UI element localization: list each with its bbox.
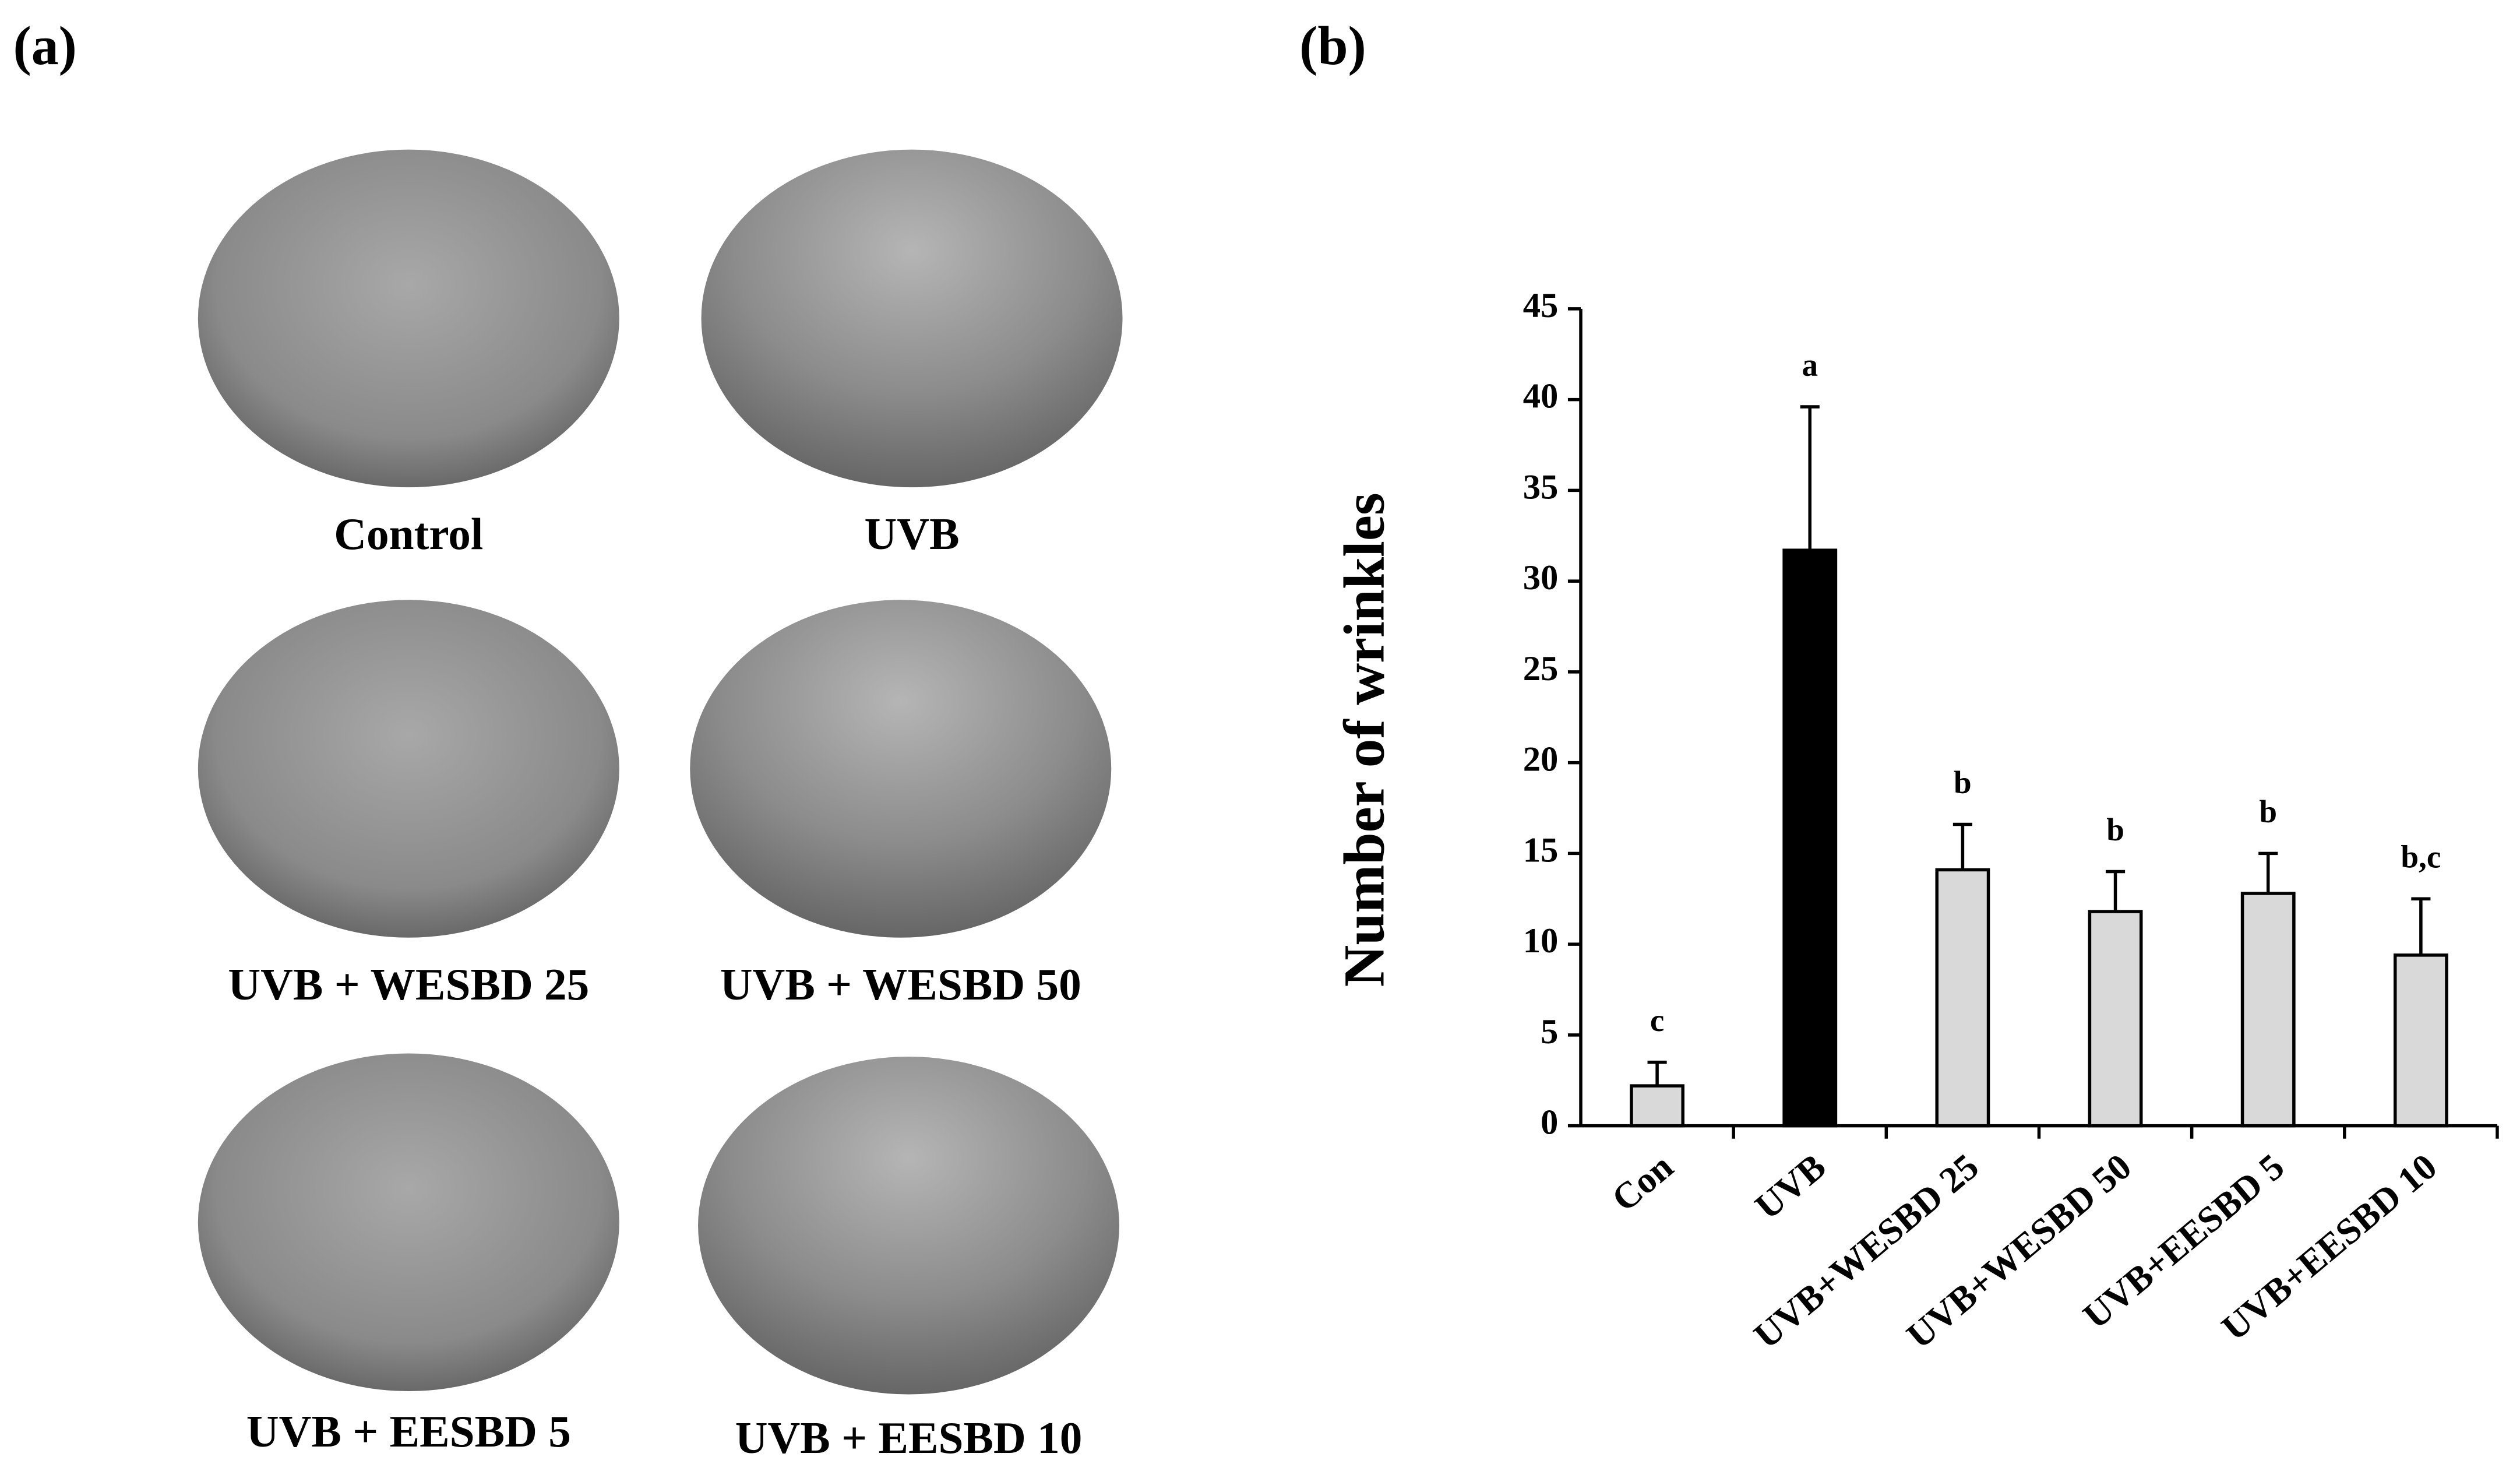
skin-image <box>690 600 1112 938</box>
bar <box>2240 892 2296 1128</box>
bar <box>1782 548 1838 1128</box>
y-tick-label: 40 <box>1523 377 1559 416</box>
bar <box>2088 910 2143 1128</box>
skin-image <box>198 149 619 488</box>
y-tick-label: 30 <box>1523 558 1559 597</box>
y-tick-label: 20 <box>1523 740 1559 779</box>
skin-image <box>698 1057 1120 1395</box>
y-tick-label: 10 <box>1523 921 1559 960</box>
image-caption: UVB + EESBD 5 <box>246 1406 571 1456</box>
y-tick-label: 45 <box>1523 286 1559 325</box>
image-caption: UVB + WESBD 50 <box>720 959 1081 1009</box>
image-caption: UVB + EESBD 10 <box>735 1413 1083 1463</box>
y-tick-label: 25 <box>1523 649 1559 688</box>
bar <box>1630 1084 1685 1128</box>
skin-image <box>198 600 619 938</box>
y-tick-label: 0 <box>1541 1103 1558 1142</box>
significance-label: b <box>2106 812 2124 847</box>
significance-label: b <box>2259 794 2277 829</box>
panel-label: (b) <box>1299 16 1366 76</box>
significance-label: b,c <box>2401 839 2441 875</box>
bar <box>2393 953 2448 1128</box>
x-tick-label: Con <box>1603 1145 1680 1219</box>
significance-label: b <box>1954 765 1972 800</box>
y-tick-label: 15 <box>1523 831 1559 870</box>
image-caption: Control <box>334 509 483 559</box>
skin-image <box>198 1053 619 1391</box>
y-axis-label: Number of wrinkles <box>1332 492 1396 987</box>
significance-label: c <box>1650 1002 1665 1038</box>
y-tick-label: 35 <box>1523 467 1559 506</box>
panel-label: (a) <box>13 16 76 76</box>
y-tick-label: 5 <box>1541 1012 1558 1051</box>
significance-label: a <box>1802 347 1818 382</box>
skin-image <box>701 149 1123 488</box>
x-tick-label: UVB <box>1747 1145 1833 1227</box>
image-caption: UVB + WESBD 25 <box>228 959 589 1009</box>
image-caption: UVB <box>865 509 960 559</box>
bar <box>1935 868 1990 1128</box>
